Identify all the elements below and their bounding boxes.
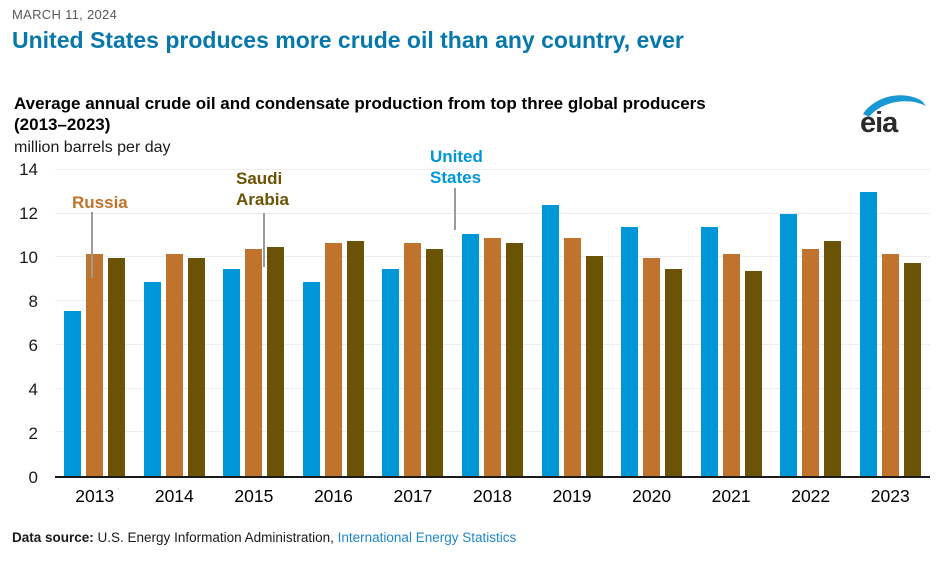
- data-source-text: U.S. Energy Information Administration,: [93, 530, 338, 545]
- bar-us-2014: [143, 282, 161, 476]
- bar-group-2013: [55, 170, 135, 476]
- bar-us-2020: [621, 227, 639, 476]
- year-label-2017: 2017: [393, 486, 433, 506]
- year-label-2016: 2016: [313, 486, 353, 506]
- bar-russia-2020: [643, 258, 661, 476]
- bar-group-2022: [771, 170, 851, 476]
- annotation-russia-leader-line: [91, 212, 93, 278]
- bar-saudi-2023: [903, 262, 921, 476]
- gridline-14: [55, 169, 930, 170]
- bar-us-2015: [223, 269, 241, 476]
- y-tick-label-12: 12: [19, 204, 38, 223]
- bar-russia-2018: [484, 238, 501, 476]
- bar-group-2020: [612, 170, 692, 476]
- year-label-2020: 2020: [632, 486, 672, 506]
- bar-group-2023: [850, 170, 930, 476]
- y-tick-label-6: 6: [28, 336, 38, 355]
- x-axis-labels: 2013 2014 2015 2016 2017 2018 2019 2020 2021 2022…: [55, 486, 930, 507]
- annotation-us-label: United States: [430, 147, 483, 187]
- bar-saudi-2014: [187, 258, 205, 476]
- bar-group-2017: [373, 170, 453, 476]
- page-headline: United States produces more crude oil th…: [12, 27, 684, 53]
- year-label-2023: 2023: [870, 486, 910, 506]
- annotation-saudi-leader-line: [263, 213, 265, 267]
- bar-us-2022: [780, 214, 798, 476]
- bar-russia-2013: [86, 253, 104, 476]
- y-tick-label-2: 2: [28, 424, 38, 444]
- annotation-us-leader-line: [454, 188, 456, 230]
- plot-area: [55, 169, 930, 478]
- bar-groups: [55, 170, 930, 476]
- publish-date: MARCH 11, 2024: [12, 7, 118, 22]
- bar-us-2016: [302, 282, 320, 476]
- bar-us-2019: [541, 205, 559, 476]
- bar-us-2023: [859, 192, 877, 476]
- bar-russia-2014: [165, 253, 183, 476]
- bar-saudi-2015: [267, 247, 285, 476]
- annotation-saudi-label: Saudi Arabia: [236, 169, 289, 209]
- year-label-2015: 2015: [234, 486, 274, 506]
- bar-saudi-2018: [506, 242, 523, 476]
- bar-group-2021: [691, 170, 771, 476]
- year-label-2018: 2018: [473, 486, 512, 506]
- eia-swoosh-icon: [863, 95, 926, 117]
- year-label-2019: 2019: [552, 486, 592, 506]
- bar-group-2014: [135, 170, 215, 476]
- year-label-2014: 2014: [154, 486, 194, 506]
- bar-russia-2017: [404, 242, 422, 476]
- data-source-link[interactable]: International Energy Statistics: [337, 530, 517, 545]
- bar-saudi-2021: [744, 271, 762, 476]
- bar-russia-2021: [722, 253, 740, 476]
- y-tick-label-0: 0: [28, 468, 38, 487]
- bar-group-2016: [294, 170, 374, 476]
- bar-us-2013: [64, 311, 82, 476]
- annotation-russia-label: Russia: [72, 193, 128, 212]
- bar-saudi-2013: [108, 258, 126, 476]
- bar-saudi-2017: [426, 249, 444, 476]
- gridline-12: [55, 212, 930, 214]
- bar-russia-2022: [802, 249, 820, 476]
- data-source-label: Data source:: [12, 530, 94, 545]
- y-tick-label-10: 10: [19, 248, 38, 267]
- bar-saudi-2020: [665, 269, 683, 476]
- data-source-line: Data source: U.S. Energy Information Adm…: [12, 530, 516, 545]
- bar-us-2018: [462, 234, 479, 476]
- bar-us-2021: [700, 227, 718, 476]
- bar-russia-2019: [563, 238, 581, 476]
- year-label-2021: 2021: [711, 486, 751, 506]
- year-label-2022: 2022: [791, 486, 831, 506]
- y-tick-label-4: 4: [28, 380, 38, 400]
- bar-group-2019: [532, 170, 612, 476]
- bar-saudi-2022: [824, 240, 842, 476]
- bar-us-2017: [382, 269, 400, 476]
- eia-logo: eia: [860, 93, 930, 141]
- y-axis: 0 2 4 6 8 10 12 14: [0, 160, 46, 487]
- bar-russia-2015: [245, 249, 263, 476]
- bar-saudi-2019: [585, 256, 603, 476]
- bar-russia-2016: [324, 242, 342, 476]
- year-label-2013: 2013: [75, 486, 115, 506]
- y-tick-label-8: 8: [28, 292, 38, 312]
- chart-unit-label: million barrels per day: [14, 139, 171, 156]
- bar-group-2018: [453, 170, 533, 476]
- bar-russia-2023: [881, 253, 899, 476]
- bar-group-2015: [214, 170, 294, 476]
- eia-logo-text: eia: [860, 107, 898, 139]
- bar-saudi-2016: [346, 240, 364, 476]
- chart-title: Average annual crude oil and condensate …: [14, 94, 706, 134]
- y-tick-label-14: 14: [19, 160, 38, 179]
